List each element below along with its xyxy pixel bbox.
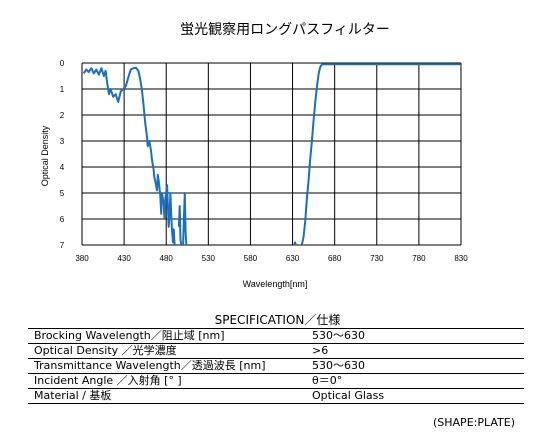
x-axis-label: Wavelength[nm]: [243, 279, 308, 289]
spec-parameter: Incident Angle ／入射角 [° ]: [28, 373, 308, 389]
spec-row: Incident Angle ／入射角 [° ] θ＝0°: [28, 373, 524, 389]
od-curve-segment: [82, 66, 176, 246]
od-curve-segment: [300, 63, 461, 246]
y-tick-label: 2: [60, 111, 65, 120]
y-tick-label: 5: [60, 189, 65, 198]
y-axis-label: Optical Density: [40, 125, 50, 186]
y-tick-label: 0: [60, 59, 65, 68]
x-tick-label: 730: [370, 254, 384, 263]
spec-row: Material / 基板 Optical Glass: [28, 388, 524, 404]
spec-value: θ＝0°: [308, 373, 524, 389]
spec-value: Optical Glass: [308, 388, 524, 404]
spec-parameter: Brocking Wavelength／阻止域 [nm]: [28, 328, 308, 344]
shape-note: (SHAPE:PLATE): [432, 416, 515, 429]
chart-ticks: 380 430 480 530 580 630 680 730 780 830 0 1 2 3 4 5 6 7: [60, 59, 468, 263]
chart-grid: [81, 62, 462, 246]
chart-title: 蛍光観察用ロングパスフィルター: [180, 21, 390, 38]
x-tick-label: 430: [117, 254, 131, 263]
od-curve-segment: [177, 205, 183, 246]
y-tick-label: 7: [60, 241, 65, 250]
y-tick-label: 1: [60, 85, 65, 94]
spec-value: >6: [308, 343, 524, 359]
x-tick-label: 530: [202, 254, 216, 263]
x-tick-label: 680: [328, 254, 342, 263]
x-tick-label: 480: [160, 254, 174, 263]
spec-row: Transmittance Wavelength／透過波長 [nm] 530～63…: [28, 358, 524, 374]
x-tick-label: 630: [286, 254, 300, 263]
spec-parameter: Transmittance Wavelength／透過波長 [nm]: [28, 358, 308, 374]
x-tick-label: 780: [412, 254, 426, 263]
od-chart: 蛍光観察用ロングパスフィルター 380 430 480 530 580 630 680 730…: [40, 21, 468, 289]
spec-value: 530～630: [308, 358, 524, 374]
x-tick-label: 380: [75, 254, 89, 263]
spec-parameter: Optical Density ／光学濃度: [28, 343, 308, 359]
spec-value: 530～630: [308, 328, 524, 344]
od-curve-segment: [293, 241, 297, 246]
chart-lines: [82, 63, 461, 246]
spec-row: Optical Density ／光学濃度 >6: [28, 343, 524, 359]
spec-title: SPECIFICATION／仕様: [214, 313, 341, 327]
od-curve-segment: [182, 192, 188, 246]
spec-table: Brocking Wavelength／阻止域 [nm] 530～630 Optic…: [28, 328, 524, 404]
spec-row: Brocking Wavelength／阻止域 [nm] 530～630: [28, 328, 524, 344]
x-tick-label: 830: [454, 254, 468, 263]
y-tick-label: 3: [60, 137, 65, 146]
y-tick-label: 4: [60, 163, 65, 172]
spec-parameter: Material / 基板: [28, 388, 308, 404]
x-tick-label: 580: [244, 254, 258, 263]
y-tick-label: 6: [60, 215, 65, 224]
